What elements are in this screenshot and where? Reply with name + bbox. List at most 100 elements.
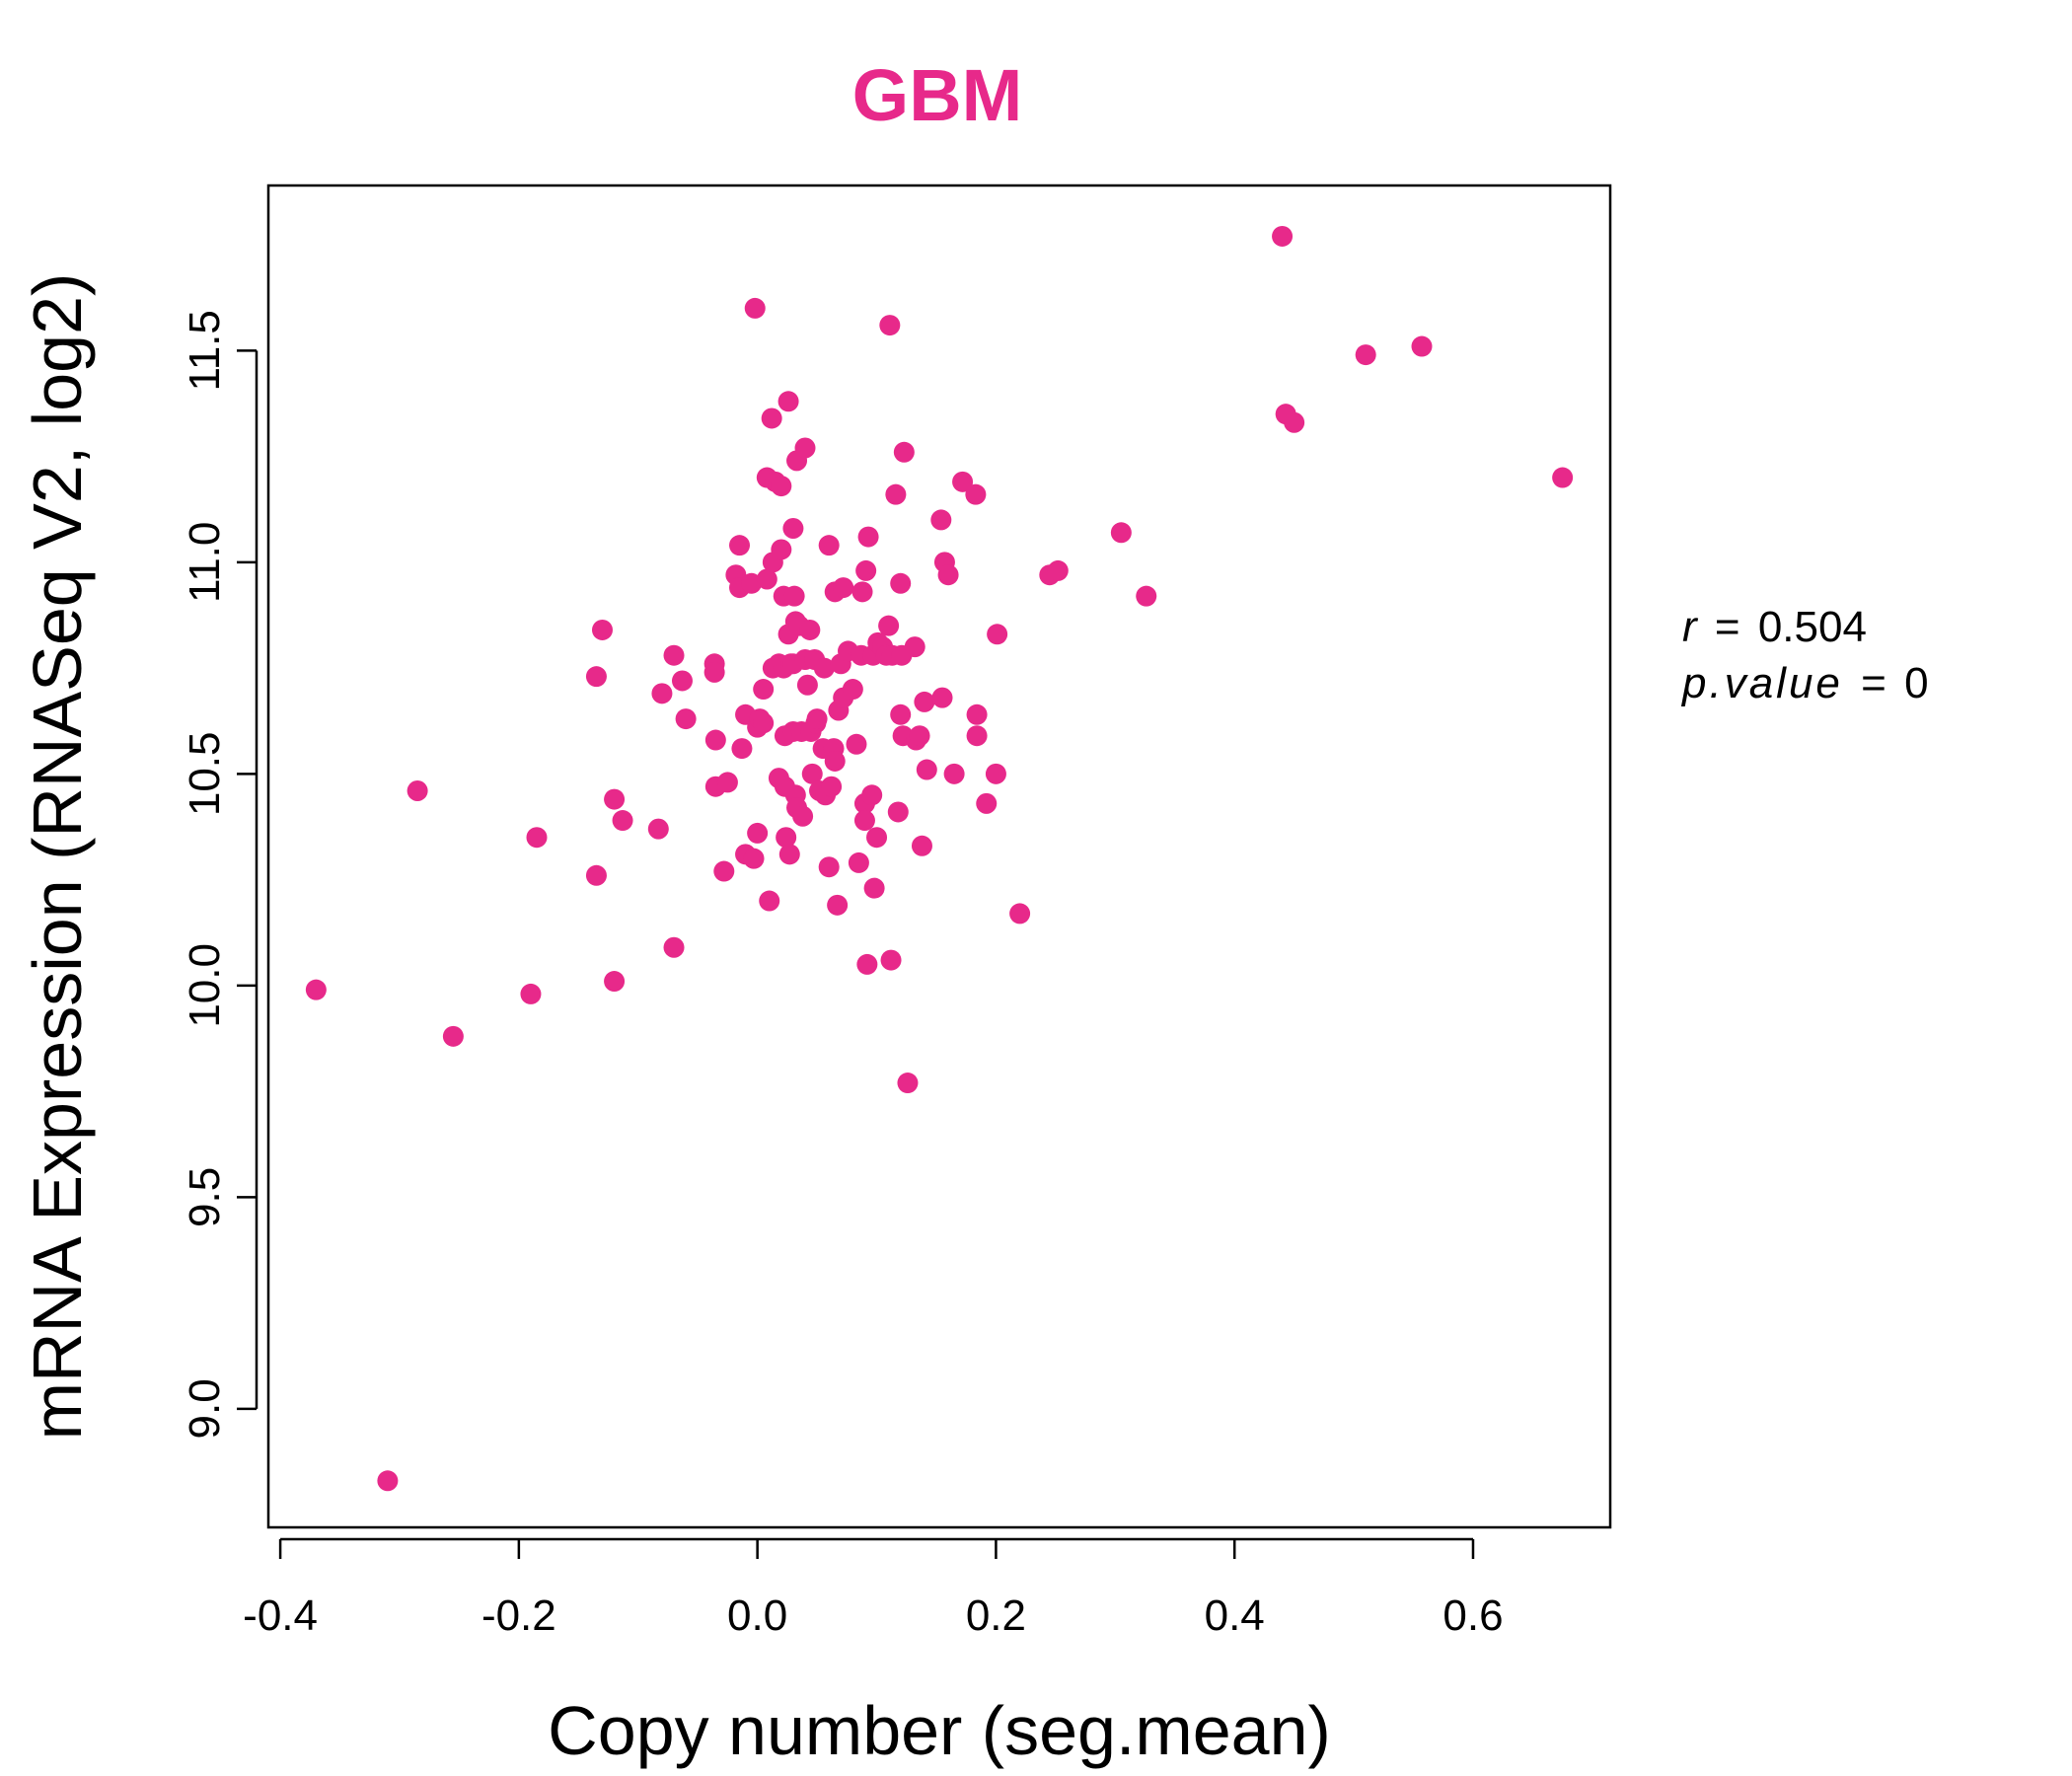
x-tick-label: 0.2	[966, 1591, 1026, 1640]
data-point	[853, 810, 875, 832]
data-point	[776, 827, 797, 849]
data-point	[1272, 225, 1294, 247]
data-point	[591, 619, 613, 640]
data-point	[985, 763, 1006, 784]
data-point	[966, 703, 988, 725]
data-point	[671, 670, 693, 692]
svg-text:r = 0.504: r = 0.504	[1682, 603, 1867, 651]
data-point	[782, 518, 804, 540]
chart-title: GBM	[852, 54, 1023, 136]
y-axis: 9.0 9.5 10.0 10.5 11.0 11.5	[181, 310, 259, 1439]
data-point	[931, 687, 953, 708]
y-tick-label: 11.5	[181, 310, 229, 391]
data-point	[833, 577, 854, 599]
data-point	[827, 894, 849, 916]
data-point	[818, 856, 840, 878]
data-point	[744, 297, 766, 319]
correlation-annotation: r = 0.504 p.value = 0	[1680, 603, 1929, 707]
data-point	[806, 708, 828, 730]
data-point	[305, 979, 327, 1000]
data-point	[663, 936, 685, 958]
data-point	[796, 674, 818, 696]
data-point	[842, 679, 863, 701]
data-point	[857, 526, 879, 548]
data-point	[813, 657, 835, 679]
data-point	[890, 572, 912, 594]
data-point	[792, 805, 814, 827]
data-point	[880, 949, 902, 971]
r-symbol: r	[1682, 603, 1699, 651]
data-point	[1136, 585, 1157, 607]
data-point	[761, 407, 782, 429]
y-tick-label: 10.0	[181, 943, 229, 1028]
data-point	[911, 835, 932, 856]
y-axis-label: mRNA Expression (RNASeq V2, log2)	[19, 273, 96, 1441]
x-tick-label: 0.6	[1443, 1591, 1503, 1640]
plot-area-frame	[266, 184, 1612, 1529]
data-point	[821, 776, 843, 797]
data-point	[1355, 344, 1376, 366]
data-point	[741, 572, 763, 594]
data-point	[818, 535, 840, 556]
x-tick-label: 0.4	[1205, 1591, 1265, 1640]
data-point	[851, 581, 873, 603]
y-tick-label: 9.0	[181, 1378, 229, 1439]
y-tick-label: 9.5	[181, 1167, 229, 1227]
data-point	[783, 585, 805, 607]
data-point	[731, 738, 753, 760]
x-tick-label: 0.0	[727, 1591, 787, 1640]
data-point	[1284, 411, 1305, 433]
data-point	[703, 661, 725, 683]
data-point	[704, 729, 726, 751]
data-point	[861, 784, 883, 806]
data-point	[863, 877, 885, 899]
data-point	[887, 801, 909, 823]
data-point	[1110, 522, 1132, 544]
data-point	[663, 644, 685, 666]
svg-text:p.value = 0: p.value = 0	[1680, 659, 1929, 707]
data-point	[407, 780, 428, 802]
data-point	[675, 708, 697, 730]
data-point	[771, 476, 792, 497]
data-point	[777, 391, 799, 412]
data-point	[914, 691, 935, 712]
data-point	[520, 983, 542, 1004]
data-point	[756, 568, 777, 590]
data-point	[909, 725, 930, 747]
data-point	[799, 619, 821, 640]
data-point	[885, 483, 907, 505]
data-point	[1411, 335, 1433, 357]
data-point	[585, 666, 607, 688]
data-point	[866, 827, 888, 849]
data-point	[856, 953, 878, 975]
data-point	[604, 788, 626, 810]
data-point	[753, 712, 775, 734]
r-equals: =	[1715, 603, 1740, 651]
data-point	[1047, 559, 1069, 581]
data-point	[976, 792, 998, 814]
r-value: 0.504	[1758, 603, 1867, 651]
data-point	[771, 539, 792, 560]
data-point	[526, 827, 548, 849]
data-point	[890, 703, 912, 725]
data-point	[442, 1025, 464, 1047]
data-point	[604, 971, 626, 993]
data-point	[778, 844, 800, 865]
x-tick-label: -0.2	[481, 1591, 556, 1640]
data-point	[965, 483, 987, 505]
data-point	[916, 759, 937, 780]
data-point	[377, 1470, 399, 1492]
data-point	[716, 772, 738, 793]
data-point	[848, 851, 869, 873]
data-point	[1552, 467, 1574, 488]
y-tick-label: 10.5	[181, 732, 229, 817]
x-axis: -0.4 -0.2 0.0 0.2 0.4 0.6	[243, 1537, 1504, 1640]
data-point	[878, 615, 900, 636]
data-point	[612, 810, 633, 832]
data-point	[897, 1073, 919, 1094]
data-point	[651, 683, 673, 704]
data-point	[647, 818, 669, 840]
data-point	[937, 564, 959, 586]
data-point	[1009, 903, 1031, 925]
